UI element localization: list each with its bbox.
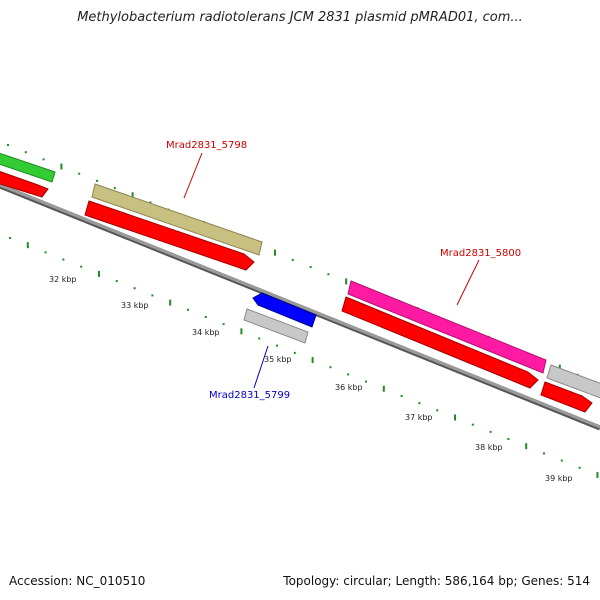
lower-tick-track xyxy=(9,237,599,478)
scale-label-37: 37 kbp xyxy=(405,413,433,422)
leader-5799 xyxy=(253,345,269,389)
gene-label-5799[interactable]: Mrad2831_5799 xyxy=(209,390,290,401)
olive-feature[interactable] xyxy=(91,183,263,256)
gene-label-5798[interactable]: Mrad2831_5798 xyxy=(166,140,247,151)
scale-label-33: 33 kbp xyxy=(121,301,149,310)
scale-label-32: 32 kbp xyxy=(49,275,77,284)
cds-arrow-right[interactable] xyxy=(540,381,593,413)
scale-label-39: 39 kbp xyxy=(545,474,573,483)
gray-feature-right[interactable] xyxy=(546,364,600,400)
leader-5798 xyxy=(183,152,203,199)
scale-label-36: 36 kbp xyxy=(335,383,363,392)
map-title: Methylobacterium radiotolerans JCM 2831 … xyxy=(77,10,523,25)
cds-arrow-5798[interactable] xyxy=(84,200,255,271)
green-feature[interactable] xyxy=(0,150,56,183)
backbone-line xyxy=(0,183,600,429)
blue-feature-5799[interactable] xyxy=(252,292,317,328)
scale-label-38: 38 kbp xyxy=(475,443,503,452)
scale-label-34: 34 kbp xyxy=(192,328,220,337)
gene-label-5800[interactable]: Mrad2831_5800 xyxy=(440,248,521,259)
magenta-feature[interactable] xyxy=(347,280,547,374)
topology-text: Topology: circular; Length: 586,164 bp; … xyxy=(283,574,590,588)
accession-text: Accession: NC_010510 xyxy=(9,574,146,588)
leader-5800 xyxy=(456,259,480,306)
cds-arrow-5800[interactable] xyxy=(341,296,539,389)
scale-label-35: 35 kbp xyxy=(264,355,292,364)
cds-arrow-left[interactable] xyxy=(0,168,49,198)
gray-feature-5799[interactable] xyxy=(243,308,309,344)
